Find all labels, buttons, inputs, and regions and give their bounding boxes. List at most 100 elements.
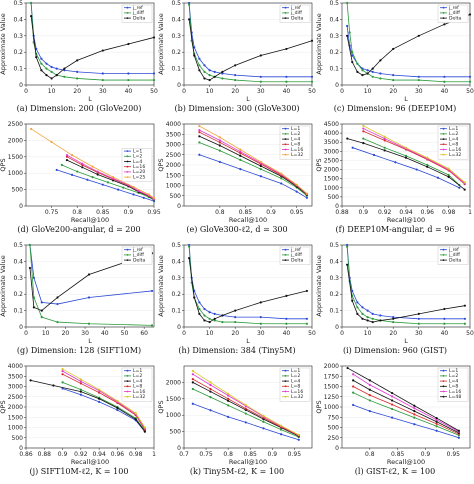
chart-f-series-0-point-3 [415, 168, 418, 171]
chart-h-series-1-point-10 [285, 322, 288, 325]
chart-c-series-1-line [346, 2, 470, 83]
chart-l-series-5-point-1 [368, 379, 371, 382]
chart-i-series-1-point-9 [417, 322, 420, 325]
chart-j-series-5-point-4 [134, 412, 137, 415]
chart-k-series-4-point-2 [227, 394, 230, 397]
chart-c-legend-label-1: j_diff [448, 10, 461, 16]
chart-i-series-0-point-10 [443, 317, 446, 320]
chart-h-series-2-point-9 [285, 294, 288, 297]
chart-k-legend-marker-3 [284, 385, 287, 388]
chart-a-series-2-line [30, 16, 155, 79]
caption-i: (i) Dimension: 960 (GIST) [342, 346, 448, 355]
chart-h-series-0-point-5 [208, 311, 211, 314]
chart-b-series-0-point-2 [193, 46, 196, 49]
chart-c-series-2-point-3 [361, 74, 364, 77]
chart-b-series-1-point-3 [198, 64, 201, 67]
chart-f-ytick-4: 2000 [324, 167, 339, 174]
chart-l-legend-marker-4 [442, 390, 445, 393]
chart-l-ytick-2: 500 [328, 425, 340, 432]
chart-h: 0 0.1 0.2 0.3 0.4 0.5 0 10 20 30 40 50 L Approximate … [157, 242, 316, 345]
chart-a-series-2-point-4 [50, 77, 53, 80]
chart-b-series-0-point-5 [208, 69, 211, 72]
chart-k-series-4-point-1 [209, 383, 212, 387]
chart-k-series-5-point-5 [280, 424, 283, 427]
chart-g-xtick-5: 50 [121, 330, 129, 337]
chart-l: 0 250 500 750 1000 1250 1500 1750 2000 0.8 0.85 0.9… [315, 363, 471, 466]
chart-h-legend-label-1: j_diff [290, 252, 303, 258]
chart-e-series-2-point-3 [259, 164, 262, 168]
chart-b-series-2-point-1 [193, 54, 196, 57]
chart-f-series-2-point-5 [447, 175, 450, 178]
chart-k-series-5-point-1 [209, 381, 212, 384]
chart-g-series-1-point-2 [40, 316, 43, 319]
chart-l-ytick-8: 2000 [324, 363, 339, 370]
chart-c-frame [341, 2, 471, 86]
chart-a-series-0-point-8 [76, 70, 79, 73]
chart-h-ytick-3: 0.3 [171, 275, 181, 282]
chart-h-series-1-point-5 [208, 317, 211, 320]
chart-k-series-0-point-3 [244, 421, 247, 424]
chart-d-series-1-point-3 [106, 181, 110, 184]
chart-c-xtick-1: 10 [364, 88, 372, 95]
chart-h-frame [183, 244, 313, 328]
chart-h-series-1-point-4 [203, 314, 206, 317]
panel-a: 0 0.1 0.2 0.3 0.4 0.5 0 10 20 30 40 50 L Approximate … [0, 0, 158, 121]
chart-b-series-0-point-4 [203, 64, 206, 67]
chart-g-series-0-point-1 [32, 276, 35, 279]
chart-g-legend-label-0: j_ref [132, 247, 143, 253]
chart-k-series-0-point-1 [209, 409, 212, 412]
chart-i-series-0-point-3 [356, 301, 359, 304]
chart-d-series-0-point-1 [70, 173, 74, 176]
chart-b-series-1-point-7 [221, 77, 224, 80]
chart-g-ytick-1: 0.1 [13, 308, 23, 315]
chart-d-series-0-point-4 [117, 188, 120, 191]
chart-d-legend-box [121, 148, 153, 182]
chart-e-xtick-2: 0.9 [266, 209, 276, 216]
chart-a-series-2-point-7 [76, 59, 79, 62]
chart-c-series-0-point-8 [392, 74, 395, 77]
caption-f: (f) DEEP10M-angular, d = 96 [335, 225, 455, 234]
chart-c-series-1-point-11 [468, 80, 472, 83]
chart-b-series-0-point-9 [259, 75, 262, 78]
chart-i-series-1-point-8 [392, 320, 395, 324]
chart-i-series-0-point-9 [417, 317, 420, 320]
chart-b-legend-label-2: Delta [291, 15, 303, 21]
chart-j-xtick-7: 1 [152, 451, 156, 458]
chart-d-series-5-point-6 [147, 193, 150, 196]
chart-e: 0 500 1000 1500 2000 2500 3000 3500 4000 0.8 0.85 0… [157, 121, 313, 224]
chart-k-legend-label-5: L=32 [291, 394, 303, 400]
chart-j-series-2-point-1 [52, 384, 55, 387]
chart-i-series-2-point-0 [346, 263, 349, 266]
chart-j-xtick-4: 0.94 [92, 451, 106, 458]
chart-g-series-2-line [29, 252, 153, 312]
chart-l-series-1-point-3 [413, 416, 416, 419]
chart-i-xtick-5: 50 [466, 330, 474, 337]
chart-i-xtick-1: 10 [364, 330, 372, 337]
chart-e-series-0-point-0 [198, 153, 201, 156]
chart-c-series-1-point-10 [443, 80, 446, 83]
chart-j-ytick-8: 4000 [8, 363, 23, 370]
chart-g-ytick-4: 0.4 [13, 258, 23, 265]
chart-l-legend-label-5: L=48 [449, 394, 461, 400]
chart-f-series-1-point-4 [447, 173, 450, 177]
chart-f-series-5-point-5 [463, 181, 466, 184]
chart-l-ytick-7: 1750 [324, 373, 339, 380]
chart-g-series-2-point-3 [56, 296, 59, 299]
chart-e-series-1-point-2 [239, 158, 242, 161]
chart-i-ytick-1: 0.1 [329, 308, 339, 315]
chart-e-series-0-point-1 [218, 160, 221, 164]
chart-i-series-2-point-6 [379, 319, 382, 322]
caption-j: (j) SIFT10M-ℓ2, K = 100 [29, 467, 129, 476]
chart-f-series-5-point-4 [447, 167, 450, 170]
chart-c-series-0-point-0 [346, 24, 349, 28]
chart-e-series-5-point-0 [198, 124, 201, 128]
chart-e-series-4-point-2 [239, 150, 242, 153]
chart-b-series-1-point-8 [234, 78, 237, 82]
chart-d-ytick-0: 0 [19, 203, 23, 210]
panel-d: 0 500 1000 1500 2000 2500 0.75 0.8 0.85 0.9 0.95 Re… [0, 121, 161, 242]
chart-a-series-2-point-10 [152, 36, 156, 39]
chart-d-ylabel: QPS [0, 158, 7, 171]
chart-i: 0 0.1 0.2 0.3 0.4 0.5 0 10 20 30 40 50 L Approximate … [315, 242, 474, 345]
caption-c: (c) Dimension: 96 (DEEP10M) [333, 104, 457, 113]
chart-d-legend-label-4: L=20 [133, 169, 145, 175]
